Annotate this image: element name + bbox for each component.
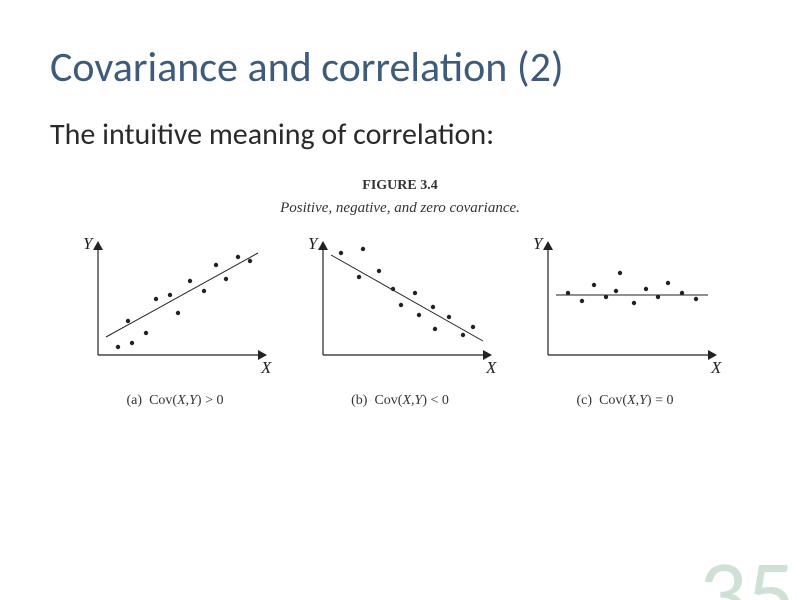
fit-line <box>106 253 258 337</box>
plot-caption-prefix: (c) <box>577 393 593 408</box>
data-point <box>613 289 617 293</box>
data-point <box>631 301 635 305</box>
data-point <box>655 295 659 299</box>
y-axis-label: Y <box>308 235 319 253</box>
cov-expression: Cov(X,Y) > 0 <box>149 393 223 408</box>
data-point <box>603 295 607 299</box>
data-point <box>360 247 364 251</box>
plot-b: YX(b) Cov(X,Y) < 0 <box>303 235 498 409</box>
slide: Covariance and correlation (2) The intui… <box>0 0 800 600</box>
data-point <box>390 287 394 291</box>
figure-block: FIGURE 3.4 Positive, negative, and zero … <box>50 178 750 409</box>
slide-title: Covariance and correlation (2) <box>50 45 750 91</box>
data-point <box>213 263 217 267</box>
data-point <box>115 345 119 349</box>
slide-subtitle: The intuitive meaning of correlation: <box>50 116 750 153</box>
data-point <box>446 315 450 319</box>
x-axis-label: X <box>485 358 497 375</box>
cov-expression: Cov(X,Y) = 0 <box>599 393 673 408</box>
data-point <box>643 287 647 291</box>
data-point <box>247 259 251 263</box>
data-point <box>201 289 205 293</box>
plot-caption-c: (c) Cov(X,Y) = 0 <box>577 393 674 409</box>
data-point <box>398 303 402 307</box>
figure-caption: Positive, negative, and zero covariance. <box>50 200 750 217</box>
data-point <box>665 281 669 285</box>
data-point <box>356 275 360 279</box>
data-point <box>565 291 569 295</box>
data-point <box>153 297 157 301</box>
plot-caption-a: (a) Cov(X,Y) > 0 <box>127 393 224 409</box>
y-axis-label: Y <box>533 235 544 253</box>
data-point <box>470 325 474 329</box>
data-point <box>432 327 436 331</box>
plot-caption-prefix: (b) <box>351 393 367 408</box>
x-axis-label: X <box>260 358 272 375</box>
y-axis-label: Y <box>83 235 94 253</box>
data-point <box>579 299 583 303</box>
data-point <box>591 283 595 287</box>
data-point <box>235 255 239 259</box>
data-point <box>412 291 416 295</box>
data-point <box>223 277 227 281</box>
data-point <box>416 313 420 317</box>
data-point <box>143 331 147 335</box>
scatter-plot-b: YX <box>303 235 498 375</box>
scatter-plot-a: YX <box>78 235 273 375</box>
data-point <box>129 341 133 345</box>
plot-c: YX(c) Cov(X,Y) = 0 <box>528 235 723 409</box>
data-point <box>167 293 171 297</box>
data-point <box>125 319 129 323</box>
data-point <box>430 305 434 309</box>
plots-row: YX(a) Cov(X,Y) > 0YX(b) Cov(X,Y) < 0YX(c… <box>50 235 750 409</box>
data-point <box>175 311 179 315</box>
data-point <box>617 271 621 275</box>
data-point <box>376 269 380 273</box>
plot-caption-prefix: (a) <box>127 393 143 408</box>
data-point <box>460 333 464 337</box>
data-point <box>693 297 697 301</box>
fit-line <box>331 255 483 341</box>
data-point <box>679 291 683 295</box>
data-point <box>187 279 191 283</box>
page-number: 35 <box>699 547 795 600</box>
plot-caption-b: (b) Cov(X,Y) < 0 <box>351 393 449 409</box>
cov-expression: Cov(X,Y) < 0 <box>374 393 448 408</box>
plot-a: YX(a) Cov(X,Y) > 0 <box>78 235 273 409</box>
x-axis-label: X <box>710 358 722 375</box>
data-point <box>338 251 342 255</box>
scatter-plot-c: YX <box>528 235 723 375</box>
figure-label: FIGURE 3.4 <box>50 178 750 194</box>
